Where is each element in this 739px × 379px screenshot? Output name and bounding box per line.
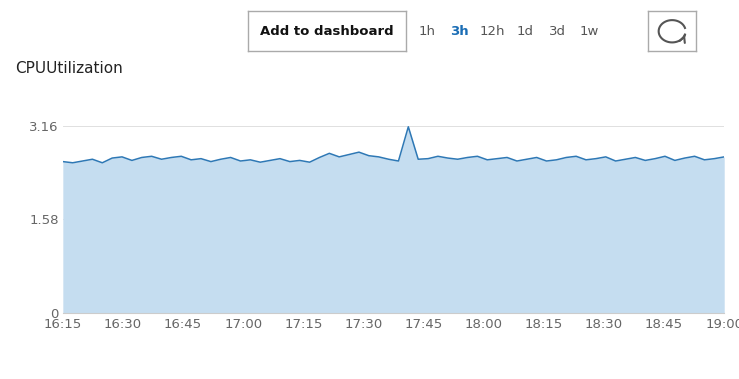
Text: 1h: 1h <box>418 25 436 38</box>
Text: 3h: 3h <box>450 25 469 38</box>
Text: 3d: 3d <box>548 25 566 38</box>
Text: Add to dashboard: Add to dashboard <box>260 25 394 38</box>
Text: 1w: 1w <box>580 25 599 38</box>
Text: CPUUtilization: CPUUtilization <box>15 61 123 76</box>
Text: 12h: 12h <box>480 25 505 38</box>
Text: 1d: 1d <box>516 25 534 38</box>
